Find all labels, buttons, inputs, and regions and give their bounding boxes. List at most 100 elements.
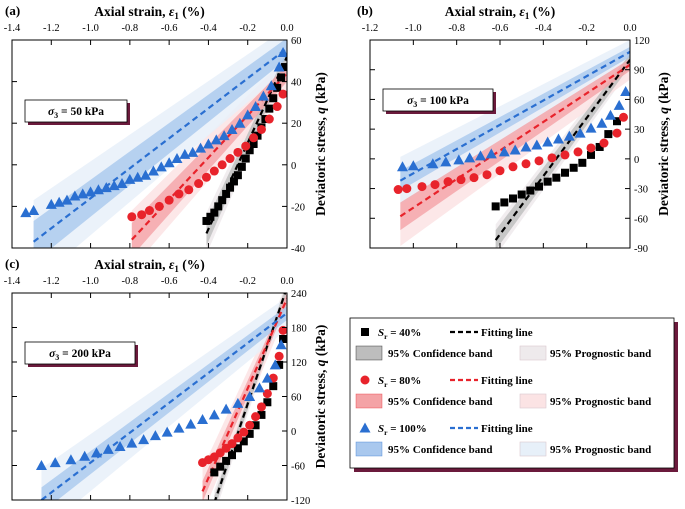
condition-box [24,341,136,365]
legend: Sr = 40% Fitting line 95% Confidence band 9… [349,317,678,472]
data-point-square [273,83,282,92]
data-point-triangle [61,194,73,205]
data-point-triangle [116,178,128,189]
data-point-square [218,196,227,205]
y-tick-label: -60 [291,462,305,473]
condition-label: σ3 = 100 kPa [407,95,469,109]
x-tick-label: -1.0 [405,23,422,34]
x-tick-label: -0.6 [161,23,178,34]
data-point-square [222,189,231,198]
data-point-square [263,398,272,407]
y-tick-label: -90 [634,244,648,255]
data-point-circle [560,150,570,160]
y-tick-label: 40 [291,78,302,89]
legend-prognostic-swatch [519,441,547,457]
data-point-square [265,104,274,113]
y-tick-label: 180 [291,324,307,335]
y-tick-label: 0 [634,155,639,166]
legend-confidence-swatch [355,441,383,457]
data-point-triangle [140,169,152,180]
y-tick-label: 20 [291,119,302,130]
data-point-square [578,158,587,167]
data-point-triangle [208,409,220,420]
data-point-triangle [275,339,287,350]
plot-frame [11,39,288,249]
data-point-square [613,117,621,126]
data-point-square [214,202,223,211]
data-point-triangle [28,205,40,216]
data-point-square [245,429,254,438]
legend-prognostic-swatch [519,345,547,361]
condition-label: σ3 = 200 kPa [49,348,111,362]
data-point-circle [251,412,261,422]
data-point-square [229,177,238,186]
data-point-triangle [218,130,230,141]
legend-prognostic-swatch [519,393,547,409]
legend-confidence-label: 95% Confidence band [388,444,493,456]
data-point-triangle [485,148,497,159]
data-point-square [277,73,286,82]
fitting-line-square [494,59,630,241]
data-point-square [222,456,231,465]
panel-label: (b) [357,3,373,18]
confidence-band-triangle [400,46,630,191]
data-point-square [202,216,211,225]
x-tick-label: -1.2 [43,276,60,287]
data-point-triangle [277,46,287,57]
data-point-triangle [520,141,532,152]
x-tick-label: -0.4 [535,23,552,34]
data-point-triangle [102,443,114,454]
data-point-triangle [65,454,77,465]
chart-panel-1: -1.4 -1.2 -1.0 -0.8 -0.6 -0.4 -0.2 0.0 -40 -20 0 20… [4,3,328,255]
data-point-square [210,468,219,477]
legend-marker-triangle [359,422,371,433]
data-point-square [251,421,260,430]
fitting-line-triangle [399,50,630,182]
y-tick-label: 120 [634,36,650,47]
data-point-square [241,154,250,163]
data-point-triangle [563,130,575,141]
data-point-circle [154,201,164,211]
data-point-circle [443,177,453,187]
legend-confidence-swatch [355,345,383,361]
legend-marker-square [361,328,369,336]
data-point-square [237,162,246,171]
data-point-triangle [20,207,32,218]
data-point-square [216,462,225,471]
data-point-square [587,150,595,159]
data-point-circle [174,189,184,199]
data-point-square [233,444,242,453]
plot-area [35,293,287,500]
data-point-square [543,177,552,186]
data-point-square [275,360,284,369]
data-point-triangle [79,450,91,461]
data-point-circle [430,180,440,190]
data-point-triangle [90,447,102,458]
chart-panel-2: -1.2 -1.0 -0.8 -0.6 -0.4 -0.2 0.0 -90 -60 -30 0 30 6… [357,3,671,255]
data-point-circle [245,420,255,430]
data-point-triangle [242,109,254,120]
data-point-square [249,140,258,148]
data-point-circle [534,156,544,166]
data-point-square [491,202,500,211]
y-tick-label: 90 [634,66,645,77]
data-point-triangle [613,99,625,110]
data-point-triangle [210,134,222,145]
y-tick-label: 60 [291,36,302,47]
data-point-triangle [149,430,161,441]
data-point-circle [264,114,274,124]
data-point-circle [233,147,243,157]
data-point-square [604,130,613,139]
y-tick-label: 60 [634,95,645,106]
data-point-square [279,335,287,343]
data-point-circle [225,154,235,164]
legend-box [349,317,675,469]
data-point-circle [599,138,609,148]
data-point-circle [249,133,259,143]
data-point-triangle [226,123,238,134]
data-point-circle [272,102,282,112]
data-point-circle [417,182,427,192]
data-point-square [233,171,242,180]
data-point-circle [274,351,284,361]
